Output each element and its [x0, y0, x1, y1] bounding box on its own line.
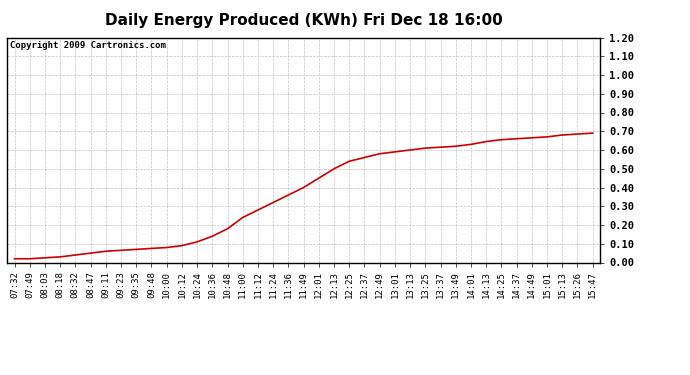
Text: Daily Energy Produced (KWh) Fri Dec 18 16:00: Daily Energy Produced (KWh) Fri Dec 18 1…	[105, 13, 502, 28]
Text: Copyright 2009 Cartronics.com: Copyright 2009 Cartronics.com	[10, 41, 166, 50]
